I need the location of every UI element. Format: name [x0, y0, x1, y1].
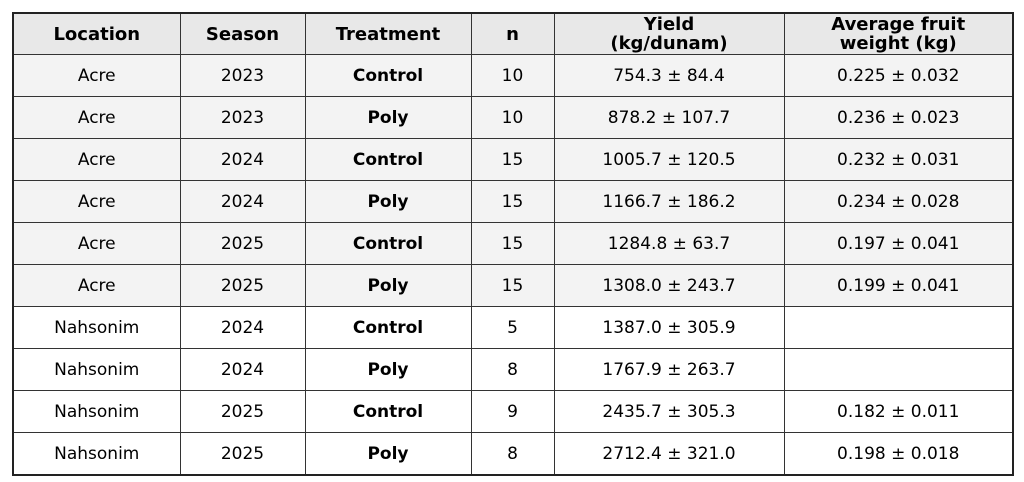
header-cell: Treatment: [304, 12, 472, 55]
table-cell: Control: [304, 222, 472, 265]
table-cell: 1284.8 ± 63.7: [553, 222, 785, 265]
table-cell: 2023: [179, 96, 306, 139]
table-cell: 2435.7 ± 305.3: [553, 390, 785, 433]
table-cell: 0.197 ± 0.041: [783, 222, 1014, 265]
table-cell: Control: [304, 138, 472, 181]
table-cell: Poly: [304, 432, 472, 476]
table-cell: 2024: [179, 348, 306, 391]
table-cell: 2025: [179, 432, 306, 476]
table-cell: 2024: [179, 138, 306, 181]
table-cell: 0.236 ± 0.023: [783, 96, 1014, 139]
table-cell: 10: [470, 96, 555, 139]
header-cell: Yield (kg/dunam): [553, 12, 785, 55]
table-row: Nahsonim 2024 Control 5 1387.0 ± 305.9: [12, 306, 1014, 349]
table-cell: 2025: [179, 390, 306, 433]
table-cell: 1308.0 ± 243.7: [553, 264, 785, 307]
table-row: Acre 2024 Control 15 1005.7 ± 120.5 0.232 ± 0…: [12, 138, 1014, 181]
table-cell: Poly: [304, 96, 472, 139]
table-row: Nahsonim 2025 Poly 8 2712.4 ± 321.0 0.198 ± 0…: [12, 432, 1014, 476]
table-cell: 2025: [179, 264, 306, 307]
table-cell: 1166.7 ± 186.2: [553, 180, 785, 223]
table-cell: Acre: [12, 264, 181, 307]
table-head: Location Season Treatment n Yield (kg/dunam)…: [12, 12, 1014, 55]
table-row: Acre 2025 Poly 15 1308.0 ± 243.7 0.199 ± 0.04…: [12, 264, 1014, 307]
header-cell: Season: [179, 12, 306, 55]
table-cell: 2024: [179, 306, 306, 349]
table-cell: Control: [304, 54, 472, 97]
header-cell: Average fruit weight (kg): [783, 12, 1014, 55]
table-cell: 8: [470, 432, 555, 476]
table-cell: Nahsonim: [12, 348, 181, 391]
table-cell: Nahsonim: [12, 432, 181, 476]
table-cell: Poly: [304, 180, 472, 223]
table-cell: 8: [470, 348, 555, 391]
table-cell: 0.232 ± 0.031: [783, 138, 1014, 181]
table-cell: Acre: [12, 222, 181, 265]
table-cell: 2024: [179, 180, 306, 223]
table-row: Acre 2024 Poly 15 1166.7 ± 186.2 0.234 ± 0.02…: [12, 180, 1014, 223]
table-cell: 878.2 ± 107.7: [553, 96, 785, 139]
table-cell: 0.198 ± 0.018: [783, 432, 1014, 476]
table-body: Acre 2023 Control 10 754.3 ± 84.4 0.225 ± 0.0…: [12, 54, 1014, 476]
header-cell: n: [470, 12, 555, 55]
table-cell: Acre: [12, 180, 181, 223]
table-cell: 15: [470, 138, 555, 181]
table-cell: Control: [304, 390, 472, 433]
table-row: Nahsonim 2025 Control 9 2435.7 ± 305.3 0.182 …: [12, 390, 1014, 433]
table-cell: 2712.4 ± 321.0: [553, 432, 785, 476]
table-cell: 15: [470, 264, 555, 307]
table-row: Acre 2023 Control 10 754.3 ± 84.4 0.225 ± 0.0…: [12, 54, 1014, 97]
table-cell: Control: [304, 306, 472, 349]
table-cell: 0.225 ± 0.032: [783, 54, 1014, 97]
table-cell: 0.234 ± 0.028: [783, 180, 1014, 223]
table-cell: 15: [470, 222, 555, 265]
table-cell: 2025: [179, 222, 306, 265]
table-cell: Nahsonim: [12, 390, 181, 433]
table-cell: 5: [470, 306, 555, 349]
table-cell: Acre: [12, 138, 181, 181]
table-cell: 10: [470, 54, 555, 97]
header-row: Location Season Treatment n Yield (kg/dunam)…: [12, 12, 1014, 55]
table-row: Acre 2025 Control 15 1284.8 ± 63.7 0.197 ± 0.…: [12, 222, 1014, 265]
table-cell: Acre: [12, 96, 181, 139]
table-wrap: Location Season Treatment n Yield (kg/dunam)…: [12, 12, 1014, 476]
table-cell: 15: [470, 180, 555, 223]
table-cell: 0.199 ± 0.041: [783, 264, 1014, 307]
table-cell: 1005.7 ± 120.5: [553, 138, 785, 181]
table-cell: Poly: [304, 264, 472, 307]
table-cell: 1767.9 ± 263.7: [553, 348, 785, 391]
table-cell: [783, 348, 1014, 391]
table-cell: Poly: [304, 348, 472, 391]
table-cell: Acre: [12, 54, 181, 97]
table-cell: 0.182 ± 0.011: [783, 390, 1014, 433]
table-row: Nahsonim 2024 Poly 8 1767.9 ± 263.7: [12, 348, 1014, 391]
table-row: Acre 2023 Poly 10 878.2 ± 107.7 0.236 ± 0.023: [12, 96, 1014, 139]
table-cell: 1387.0 ± 305.9: [553, 306, 785, 349]
table-cell: Nahsonim: [12, 306, 181, 349]
table-cell: 2023: [179, 54, 306, 97]
table-cell: [783, 306, 1014, 349]
table-cell: 754.3 ± 84.4: [553, 54, 785, 97]
header-cell: Location: [12, 12, 181, 55]
table-cell: 9: [470, 390, 555, 433]
results-table: Location Season Treatment n Yield (kg/dunam)…: [12, 12, 1014, 476]
